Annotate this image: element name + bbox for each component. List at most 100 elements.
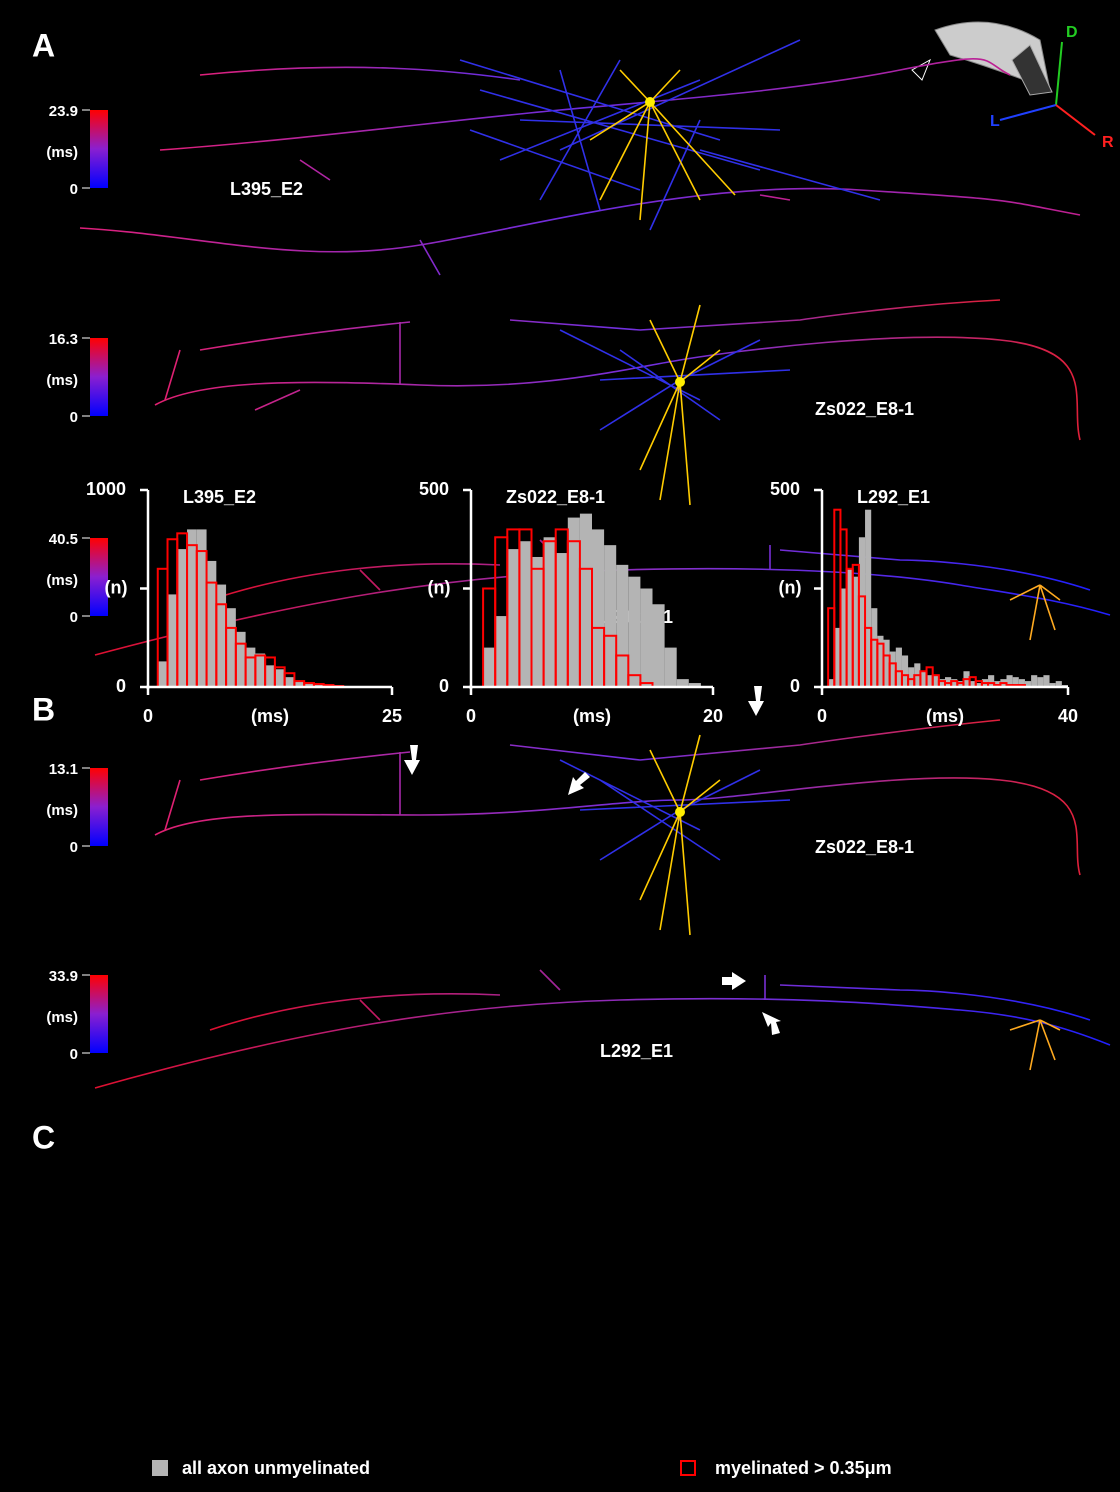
histogram-bar (858, 537, 866, 687)
axis-label: R (1102, 134, 1114, 151)
histogram-bar (206, 560, 217, 687)
x-tick-label: 20 (703, 706, 723, 726)
histogram-bar (274, 669, 285, 687)
colorbar-min: 0 (70, 839, 78, 856)
colorbar-max: 13.1 (49, 761, 78, 778)
x-axis-label: (ms) (926, 706, 964, 726)
arrows (404, 686, 781, 1035)
histogram-bar (1012, 677, 1019, 687)
colorbar-max: 23.9 (49, 103, 78, 120)
colorbar-unit: (ms) (46, 1009, 78, 1026)
colorbar (90, 768, 108, 846)
histogram-bar (828, 679, 835, 687)
histogram-bar (216, 584, 227, 687)
colorbar (90, 110, 108, 188)
x-tick-label: 25 (382, 706, 402, 726)
panel-label: B (32, 691, 55, 727)
histogram-bar (628, 576, 641, 687)
histogram-bar (543, 537, 556, 687)
colorbar-unit: (ms) (46, 572, 78, 589)
y-axis-label: (n) (105, 577, 128, 597)
reconstruction-label: Zs022_E8-1 (815, 399, 914, 419)
histogram-bar (1049, 683, 1056, 687)
legend-label: myelinated > 0.35μm (715, 1458, 892, 1478)
y-tick-label: 0 (439, 676, 449, 696)
axis-label: D (1066, 24, 1078, 41)
y-axis-label: (n) (779, 577, 802, 597)
histogram-bar (226, 608, 236, 687)
histogram-bar (616, 564, 629, 687)
chart-title: L395_E2 (183, 487, 256, 507)
panel-label: C (32, 1119, 55, 1155)
x-tick-label: 0 (817, 706, 827, 726)
histogram-bar (1043, 675, 1050, 687)
histogram-bar (920, 671, 927, 687)
colorbar-min: 0 (70, 1046, 78, 1063)
colorbar-min: 0 (70, 181, 78, 198)
histogram-bar (483, 647, 496, 687)
histogram-bar (235, 631, 246, 687)
histogram-bar (969, 681, 976, 687)
histogram-bar (840, 588, 847, 687)
histogram-bar (901, 655, 909, 687)
legend-swatch (152, 1460, 168, 1476)
colorbar-min: 0 (70, 409, 78, 426)
neuron-reconstruction (94, 539, 1111, 656)
histogram-bar (889, 651, 896, 687)
histogram-bar (951, 679, 958, 687)
histogram-bar (507, 549, 520, 687)
histogram: 0 500 0 20 Zs022_E8-1 (n) (ms) (419, 479, 723, 726)
histogram-bar (652, 604, 665, 687)
colorbar-max: 16.3 (49, 331, 78, 348)
histogram-bar (167, 594, 178, 687)
colorbar-unit: (ms) (46, 372, 78, 389)
histogram-bar (926, 675, 933, 687)
histogram-bar (519, 541, 532, 687)
histogram: 0 500 0 40 L292_E1 (n) (ms) (770, 479, 1078, 726)
histogram-bar (688, 683, 701, 687)
histogram-bar (640, 588, 653, 687)
histogram-bar (604, 545, 617, 687)
histogram-bar (1006, 675, 1013, 687)
histogram-bar (294, 681, 305, 687)
histogram-bar (834, 627, 841, 687)
histogram-bar (852, 576, 859, 687)
histogram-bar (255, 653, 266, 687)
neuron-reconstruction (154, 299, 1081, 506)
histogram-bar (846, 568, 853, 687)
axis-label: L (990, 113, 1000, 130)
neuron-reconstruction (154, 719, 1081, 936)
y-tick-label: 0 (116, 676, 126, 696)
histogram-bar (531, 556, 544, 687)
colorbar-max: 33.9 (49, 968, 78, 985)
x-axis-label: (ms) (251, 706, 289, 726)
histogram-bar (555, 553, 568, 687)
x-tick-label: 0 (143, 706, 153, 726)
histogram-bar (1031, 675, 1038, 687)
histogram: 0 1000 0 25 L395_E2 (n) (ms) (86, 479, 402, 726)
histogram-bar (304, 683, 314, 687)
chart-title: L292_E1 (857, 487, 930, 507)
histogram-bar (664, 647, 677, 687)
histogram-bar (871, 608, 878, 687)
histogram-bar (567, 517, 580, 687)
neuron-reconstruction (79, 39, 1081, 276)
histogram-bar (196, 529, 207, 687)
histogram-bar (877, 635, 884, 687)
histogram-bar (313, 684, 324, 687)
orientation-icon: D L R (911, 21, 1114, 151)
colorbar-min: 0 (70, 609, 78, 626)
histogram-bar (265, 665, 275, 687)
y-axis-label: (n) (428, 577, 451, 597)
histogram-bar (1018, 679, 1025, 687)
x-tick-label: 0 (466, 706, 476, 726)
histogram-bar (908, 667, 915, 687)
x-tick-label: 40 (1058, 706, 1078, 726)
colorbar-unit: (ms) (46, 802, 78, 819)
y-tick-label: 500 (770, 479, 800, 499)
y-tick-label: 0 (790, 676, 800, 696)
histogram-bar (883, 639, 890, 687)
histogram-bar (495, 616, 508, 687)
histogram-bar (895, 647, 902, 687)
